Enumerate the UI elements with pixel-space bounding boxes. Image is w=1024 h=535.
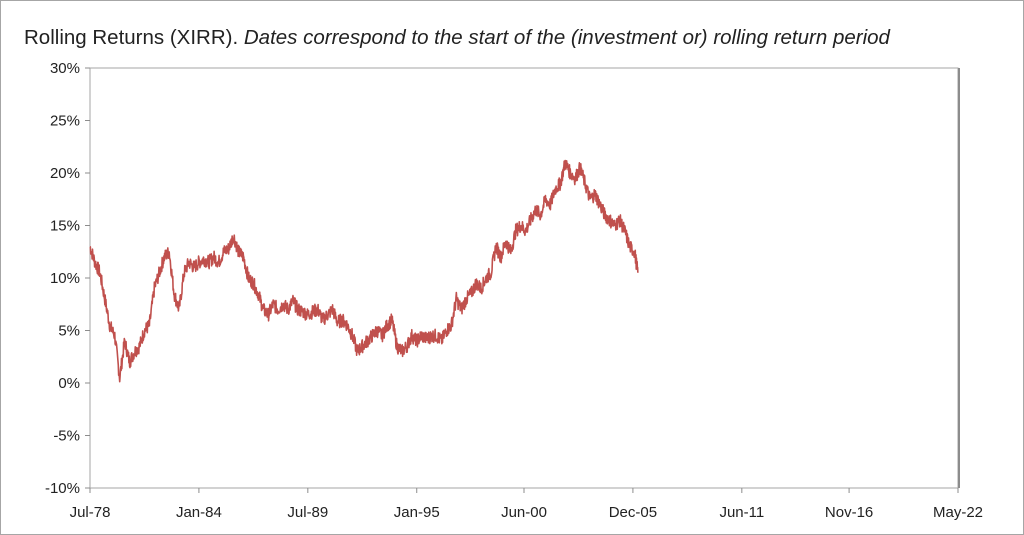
y-tick-label: 25% [50, 113, 80, 130]
y-tick-label: 20% [50, 165, 80, 182]
series-line [89, 159, 639, 383]
y-tick-label: 5% [58, 323, 80, 340]
chart-subtitle: Dates correspond to the start of the (in… [243, 26, 890, 49]
y-tick-label: 30% [50, 60, 80, 77]
x-tick-label: Dec-05 [609, 504, 657, 521]
x-tick-label: Jul-78 [70, 504, 111, 521]
y-tick-label: 15% [50, 218, 80, 235]
x-tick-label: Jan-84 [176, 504, 222, 521]
y-tick-label: -10% [45, 480, 80, 497]
series-layer [89, 159, 639, 383]
x-tick-label: Jul-89 [287, 504, 328, 521]
x-tick-label: Jun-00 [501, 504, 547, 521]
plot-area [89, 67, 959, 489]
x-tick-label: Jan-95 [394, 504, 440, 521]
y-tick-label: -5% [53, 428, 80, 445]
y-axis: 30% 25% 20% 15% 10% 5% 0% -5% -10% [45, 60, 90, 497]
x-axis: Jul-78 Jan-84 Jul-89 Jan-95 Jun-00 Dec-05 Jun-… [70, 488, 983, 521]
chart-title-main: Rolling Returns (XIRR). [24, 26, 239, 49]
y-tick-label: 10% [50, 270, 80, 287]
chart-title: Rolling Returns (XIRR). Dates correspond… [24, 26, 890, 50]
x-tick-label: Jun-11 [719, 504, 764, 521]
x-tick-label: May-22 [933, 504, 983, 521]
y-tick-label: 0% [58, 375, 80, 392]
x-tick-label: Nov-16 [825, 504, 873, 521]
